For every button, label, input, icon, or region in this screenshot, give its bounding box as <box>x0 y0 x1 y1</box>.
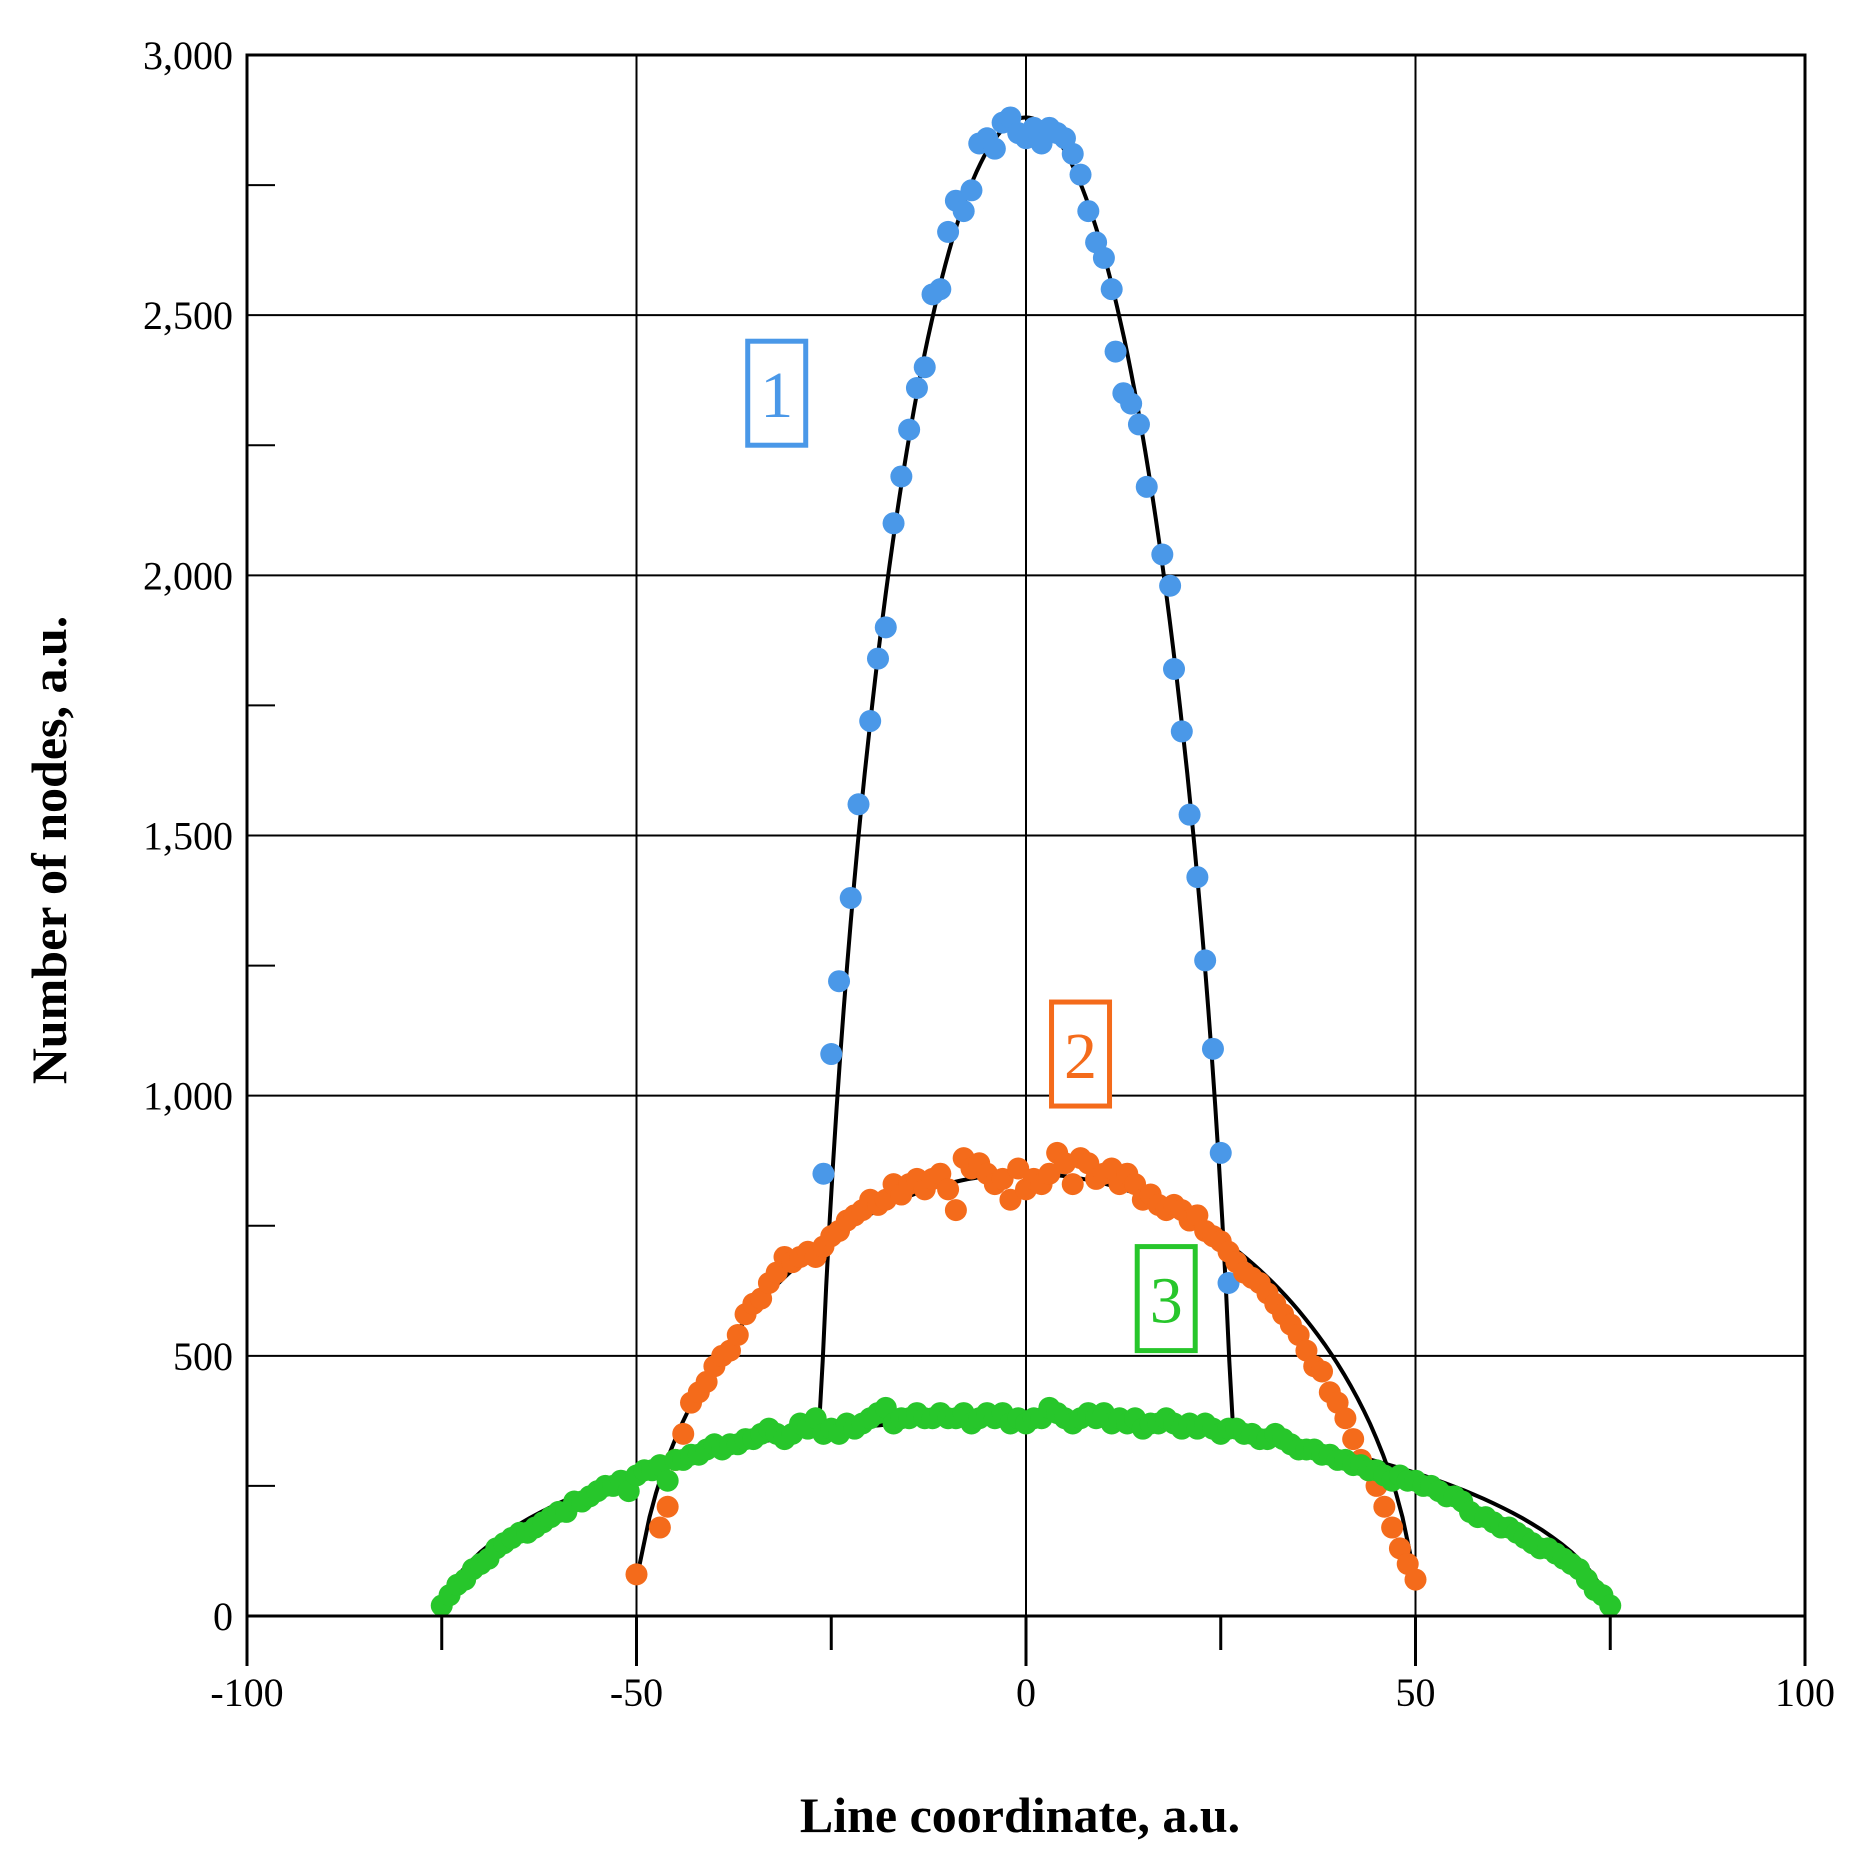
series-1-point <box>937 220 960 243</box>
series-2-point <box>656 1495 679 1518</box>
series-1-point <box>1061 142 1084 165</box>
series-1-point <box>828 970 851 993</box>
series-1-point <box>983 137 1006 160</box>
series-2-point <box>937 1178 960 1201</box>
series-2-point <box>1381 1516 1404 1539</box>
series-1-point <box>1201 1037 1224 1060</box>
series-1-point <box>1127 413 1150 436</box>
series-1-point <box>1120 392 1143 415</box>
series-1-point <box>960 179 983 202</box>
series-2-point <box>625 1563 648 1586</box>
series-2-point <box>1342 1428 1365 1451</box>
series-1-point <box>952 200 975 223</box>
series-1-point <box>874 616 897 639</box>
series-1-point <box>1151 543 1174 566</box>
series-3-tag: 3 <box>1150 1265 1183 1338</box>
series-2-tag: 2 <box>1064 1020 1097 1093</box>
series-1-point <box>1178 803 1201 826</box>
series-1-point <box>1100 278 1123 301</box>
series-1-point <box>866 647 889 670</box>
series-2-point <box>991 1167 1014 1190</box>
series-labels: 1 2 3 <box>745 338 1198 1354</box>
series-1-point <box>913 356 936 379</box>
plot-frame <box>245 53 1807 1666</box>
series-1-point <box>1135 475 1158 498</box>
series-1-point <box>1163 657 1186 680</box>
series-3-point <box>1599 1594 1622 1617</box>
series-1-point <box>1194 949 1217 972</box>
series-1-point <box>847 793 870 816</box>
series-1-point <box>929 278 952 301</box>
plot-border <box>245 53 1807 1618</box>
series-1-point <box>890 465 913 488</box>
x-tick-label: -50 <box>610 1670 663 1715</box>
series-2-point <box>1311 1360 1334 1383</box>
y-tick-label: 2,500 <box>143 293 233 338</box>
series-1-point <box>905 377 928 400</box>
series-2-point <box>1061 1173 1084 1196</box>
y-tick-label: 500 <box>173 1334 233 1379</box>
series-1-tag: 1 <box>760 359 793 432</box>
series-3-point <box>656 1469 679 1492</box>
x-axis-title: Line coordinate, a.u. <box>800 1787 1240 1843</box>
y-tick-label: 2,000 <box>143 553 233 598</box>
series-2-point <box>1404 1568 1427 1591</box>
series-1-point <box>812 1162 835 1185</box>
y-tick-label: 1,000 <box>143 1074 233 1119</box>
series-1-point <box>898 418 921 441</box>
series-1-point <box>820 1043 843 1066</box>
y-tick-label: 3,000 <box>143 33 233 78</box>
series-1-point <box>1186 866 1209 889</box>
series-2-point <box>999 1188 1022 1211</box>
series-1-point <box>839 886 862 909</box>
series-2-point <box>1373 1495 1396 1518</box>
series-2-point <box>1334 1407 1357 1430</box>
series-1-tag-box <box>745 338 809 448</box>
series-2-point <box>648 1516 671 1539</box>
x-tick-label: -100 <box>210 1670 283 1715</box>
series-1-point <box>882 512 905 535</box>
x-tick-label: 100 <box>1775 1670 1835 1715</box>
series-1-point <box>1069 163 1092 186</box>
y-tick-label: 0 <box>213 1594 233 1639</box>
series-1-point <box>859 710 882 733</box>
series-2-tag-box <box>1049 999 1113 1109</box>
series-1-point <box>1217 1271 1240 1294</box>
series-1-point <box>1104 340 1127 363</box>
series-1-point <box>1170 720 1193 743</box>
data-points <box>430 106 1622 1617</box>
series-2-point <box>1007 1157 1030 1180</box>
x-tick-label: 0 <box>1016 1670 1036 1715</box>
series-2-point <box>944 1199 967 1222</box>
y-axis-title: Number of nodes, a.u. <box>21 616 77 1085</box>
series-2-point <box>1038 1162 1061 1185</box>
series-3-tag-box <box>1134 1244 1198 1354</box>
grid <box>247 55 1805 1616</box>
series-1-point <box>1159 574 1182 597</box>
series-1-point <box>1077 200 1100 223</box>
series-1-point <box>1092 246 1115 269</box>
tick-labels: -100 -50 0 50 100 0 500 1,000 1,500 2,000 2,500 3,0… <box>143 33 1835 1715</box>
series-2-point <box>672 1422 695 1445</box>
x-tick-label: 50 <box>1396 1670 1436 1715</box>
series-1-point <box>1209 1141 1232 1164</box>
y-tick-label: 1,500 <box>143 814 233 859</box>
series-2-point <box>726 1324 749 1347</box>
